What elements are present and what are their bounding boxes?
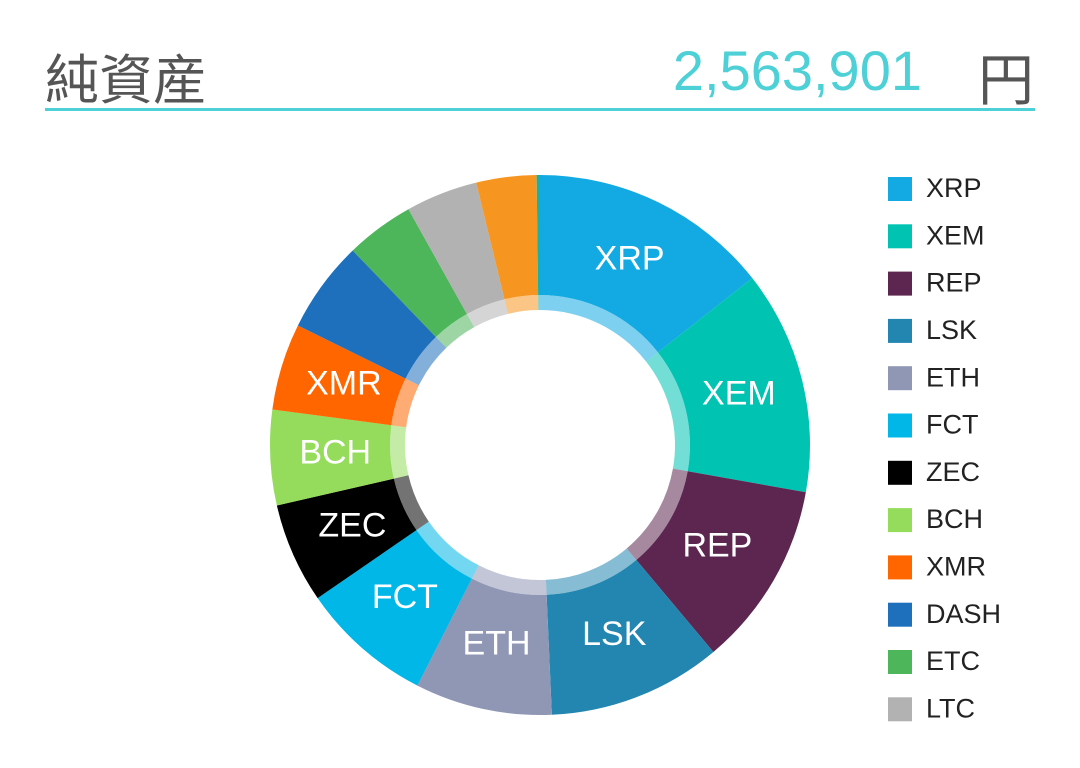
slice-label: XRP xyxy=(595,240,665,278)
slice-inner-ring xyxy=(389,425,409,479)
currency-unit: 円 xyxy=(978,49,1034,112)
slice xyxy=(476,175,539,300)
slice xyxy=(657,278,810,493)
legend-label: BCH xyxy=(926,504,983,534)
slice xyxy=(272,325,406,426)
slice-inner-ring xyxy=(646,352,690,472)
slice xyxy=(536,175,540,296)
slice xyxy=(276,478,417,599)
legend-swatch xyxy=(888,224,912,249)
slice-inner-ring xyxy=(626,468,688,560)
slice-label: ETH xyxy=(463,624,531,662)
legend-swatch xyxy=(888,271,912,296)
legend-swatch xyxy=(888,697,912,722)
slice-label: FCT xyxy=(372,578,438,616)
legend-label: REP xyxy=(926,268,982,298)
slice-label: XMR xyxy=(306,364,382,402)
header-rule xyxy=(45,108,1035,111)
slice-label: ZEC xyxy=(318,507,386,545)
legend-swatch xyxy=(888,555,912,580)
title: 純資産 xyxy=(45,51,207,111)
slice xyxy=(297,250,436,379)
legend-swatch xyxy=(888,177,912,201)
slice-inner-ring xyxy=(471,565,547,595)
slice-inner-ring xyxy=(545,548,637,595)
slice xyxy=(546,559,714,715)
slice xyxy=(417,578,552,715)
legend-label: XRP xyxy=(926,173,982,203)
slice xyxy=(317,530,472,686)
legend-swatch xyxy=(888,460,912,485)
legend-label: ETC xyxy=(926,646,980,676)
slice xyxy=(540,175,753,353)
slice-inner-ring xyxy=(540,295,658,362)
slice-label: LSK xyxy=(582,615,647,653)
total-amount: 2,563,901 xyxy=(672,39,922,102)
legend-label: ETH xyxy=(926,362,980,392)
slice-label: XEM xyxy=(702,374,776,412)
slice-inner-ring xyxy=(391,378,419,428)
legend-swatch xyxy=(888,366,912,391)
slice-inner-ring xyxy=(416,521,479,579)
slice-inner-ring xyxy=(466,299,509,328)
slice-inner-ring xyxy=(435,314,475,348)
legend-label: XMR xyxy=(926,552,986,582)
legend-swatch xyxy=(888,602,912,627)
slice xyxy=(270,409,394,506)
slice-label: REP xyxy=(682,527,752,565)
legend-label: DASH xyxy=(926,599,1001,629)
slice-inner-ring xyxy=(538,295,540,311)
legend-label: FCT xyxy=(926,410,978,440)
legend-label: ZEC xyxy=(926,457,980,487)
legend-label: LTC xyxy=(926,693,975,723)
slice xyxy=(352,209,467,337)
legend-label: XEM xyxy=(926,220,985,250)
legend-label: LSK xyxy=(926,315,977,345)
slice-label: BCH xyxy=(299,434,371,472)
slice xyxy=(408,182,505,315)
slice-inner-ring xyxy=(393,475,429,531)
slice-inner-ring xyxy=(504,295,539,314)
legend-swatch xyxy=(888,508,912,533)
legend-swatch xyxy=(888,413,912,438)
legend-swatch xyxy=(888,318,912,343)
slice-inner-ring xyxy=(405,336,447,386)
legend-swatch xyxy=(888,650,912,674)
slice xyxy=(636,471,806,652)
